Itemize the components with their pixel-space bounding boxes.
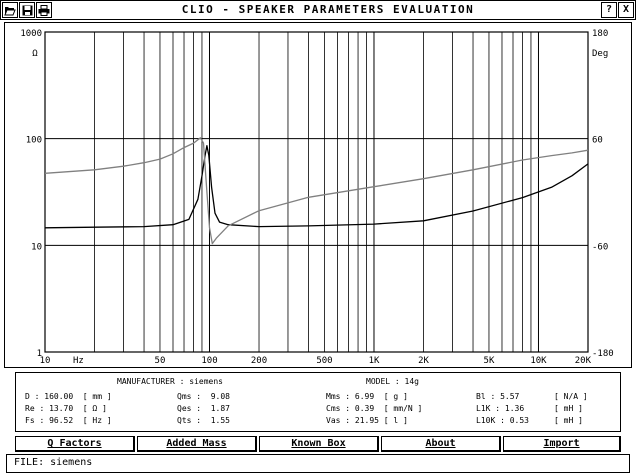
x-unit-label: Hz xyxy=(73,356,84,366)
param-l1k: L1K : 1.36 xyxy=(476,404,525,413)
status-bar: FILE: siemens xyxy=(6,454,630,473)
help-button[interactable]: ? xyxy=(601,2,617,18)
x-tick-label: 50 xyxy=(155,356,166,366)
param-mms: Mms : 6.99 [ g ] xyxy=(326,392,408,401)
x-tick-label: 500 xyxy=(316,356,332,366)
floppy-disk-icon[interactable] xyxy=(19,2,35,18)
param-fs: Fs : 96.52 [ Hz ] xyxy=(25,416,112,425)
about-button[interactable]: About xyxy=(381,436,501,452)
button-bar: Q Factors Added Mass Known Box About Imp… xyxy=(15,436,621,452)
floppy-disk-icon-glyph xyxy=(22,5,32,15)
plot-border xyxy=(44,31,589,353)
y-right-tick-label: 60 xyxy=(592,136,603,146)
added-mass-button[interactable]: Added Mass xyxy=(137,436,257,452)
window-title: CLIO - SPEAKER PARAMETERS EVALUATION xyxy=(181,3,475,16)
unit-bl: [ N/A ] xyxy=(554,392,588,401)
x-tick-label: 20K xyxy=(575,356,592,366)
import-button[interactable]: Import xyxy=(503,436,621,452)
param-l10k: L10K : 0.53 xyxy=(476,416,529,425)
y-right-unit-label: Deg xyxy=(592,49,608,59)
param-qts: Qts : 1.55 xyxy=(177,416,230,425)
x-tick-label: 2K xyxy=(418,356,429,366)
q-factors-button[interactable]: Q Factors xyxy=(15,436,135,452)
manufacturer-label: MANUFACTURER : siemens xyxy=(117,377,223,386)
y-left-tick-label: 100 xyxy=(26,136,42,146)
parameters-panel: MANUFACTURER : siemens MODEL : 14g D : 1… xyxy=(15,372,621,432)
param-bl: Bl : 5.57 xyxy=(476,392,520,401)
y-left-tick-label: 10 xyxy=(31,242,42,252)
x-tick-label: 5K xyxy=(484,356,495,366)
x-tick-label: 10K xyxy=(530,356,547,366)
param-qms: Qms : 9.08 xyxy=(177,392,230,401)
y-right-tick-label: 180 xyxy=(592,29,608,39)
param-re: Re : 13.70 [ Ω ] xyxy=(25,404,107,413)
y-right-tick-label: -180 xyxy=(592,349,614,359)
param-cms: Cms : 0.39 [ mm/N ] xyxy=(326,404,423,413)
known-box-button[interactable]: Known Box xyxy=(259,436,379,452)
param-vas: Vas : 21.95 [ l ] xyxy=(326,416,408,425)
x-tick-label: 1K xyxy=(369,356,380,366)
x-tick-label: 100 xyxy=(201,356,217,366)
param-diameter: D : 160.00 [ mm ] xyxy=(25,392,112,401)
x-tick-label: 10 xyxy=(40,356,51,366)
unit-l10k: [ mH ] xyxy=(554,416,583,425)
y-left-tick-label: 1000 xyxy=(20,29,42,39)
y-left-unit-label: Ω xyxy=(32,49,38,59)
y-right-tick-label: -60 xyxy=(592,242,608,252)
param-qes: Qes : 1.87 xyxy=(177,404,230,413)
close-button[interactable]: X xyxy=(618,2,634,18)
impedance-curve xyxy=(44,145,589,229)
printer-icon[interactable] xyxy=(36,2,52,18)
y-left-tick-label: 1 xyxy=(37,349,42,359)
phase-curve xyxy=(44,137,589,245)
model-label: MODEL : 14g xyxy=(366,377,419,386)
plot-area: 1000 100 10 1 Ω 180 60 -60 -180 Deg 10 50 100 200 500 1… xyxy=(4,22,632,368)
x-tick-label: 200 xyxy=(251,356,267,366)
folder-open-icon-glyph xyxy=(4,6,16,15)
unit-l1k: [ mH ] xyxy=(554,404,583,413)
folder-open-icon[interactable] xyxy=(2,2,18,18)
printer-icon-glyph xyxy=(38,4,50,16)
title-bar: CLIO - SPEAKER PARAMETERS EVALUATION ? X xyxy=(0,0,636,20)
